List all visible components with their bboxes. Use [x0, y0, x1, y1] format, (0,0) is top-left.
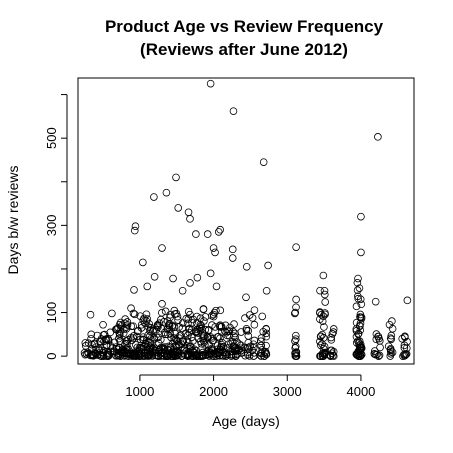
- y-tick-label: 0: [44, 353, 59, 360]
- y-tick-label: 100: [44, 302, 59, 324]
- x-axis-label: Age (days): [212, 413, 280, 429]
- y-axis-label: Days b/w reviews: [5, 166, 21, 275]
- chart-title-line2: (Reviews after June 2012): [140, 40, 348, 59]
- chart-title-line1: Product Age vs Review Frequency: [105, 17, 384, 36]
- y-tick-label: 500: [44, 127, 59, 149]
- x-tick-label: 2000: [199, 384, 228, 399]
- x-tick-label: 4000: [346, 384, 375, 399]
- x-tick-label: 1000: [125, 384, 154, 399]
- x-tick-label: 3000: [273, 384, 302, 399]
- y-tick-label: 300: [44, 215, 59, 237]
